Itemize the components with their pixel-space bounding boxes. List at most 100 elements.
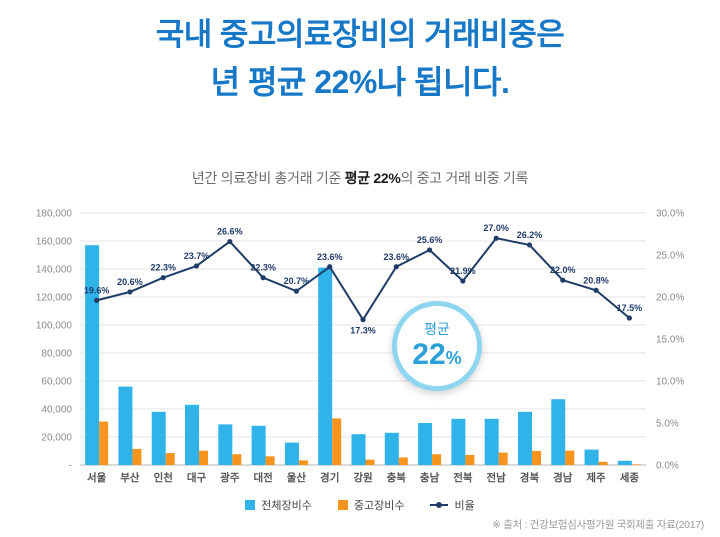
ratio-point: [293, 288, 300, 294]
ratio-point: [360, 317, 366, 323]
ratio-value-label: 26.6%: [217, 227, 243, 237]
bar-used: [132, 448, 142, 465]
bar-used: [265, 456, 275, 465]
left-axis-label: -: [69, 461, 72, 472]
left-axis-label: 40,000: [41, 405, 72, 416]
ratio-value-label: 22.0%: [550, 265, 576, 275]
ratio-value-label: 22.3%: [250, 263, 276, 273]
x-axis-label: 세종: [620, 471, 640, 484]
x-axis-label: 경북: [520, 471, 540, 484]
x-axis-label: 대구: [187, 471, 207, 484]
bar-total: [251, 425, 266, 465]
x-axis-label: 울산: [287, 471, 307, 484]
bar-total: [284, 442, 299, 465]
ratio-point: [393, 264, 399, 270]
ratio-line: [96, 237, 630, 321]
legend-label-used: 중고장비수: [353, 500, 405, 512]
average-badge: 평균 22%: [392, 301, 482, 391]
ratio-point: [94, 297, 100, 303]
x-axis-label: 대전: [253, 471, 272, 484]
x-axis-label: 제주: [586, 471, 606, 484]
ratio-point: [227, 238, 233, 245]
bar-used: [99, 421, 109, 465]
x-axis-label: 충남: [420, 471, 440, 484]
right-axis-label: 0.0%: [656, 461, 679, 472]
chart: - 20,000 40,000 60,000 80,000 100,000 120,000 1…: [18, 203, 702, 493]
ratio-point: [560, 277, 566, 283]
ratio-value-label: 17.3%: [350, 326, 376, 336]
bar-total: [617, 460, 632, 465]
ratio-value-label: 19.6%: [84, 285, 110, 295]
bar-used: [465, 454, 475, 465]
ratio-value-label: 25.6%: [417, 235, 443, 245]
bar-total: [484, 418, 499, 465]
chart-legend: 전체장비수 중고장비수 비율: [0, 497, 720, 513]
used-bar-swatch-icon: [337, 500, 348, 510]
legend-item-used: 중고장비수: [337, 497, 405, 513]
source-note: ※ 출처 : 건강보험심사평가원 국회제출 자료(2017): [492, 519, 704, 531]
ratio-point: [160, 275, 166, 281]
bar-total: [584, 449, 599, 465]
bar-used: [565, 450, 575, 465]
ratio-point: [327, 264, 333, 270]
bar-total: [151, 411, 166, 465]
legend-label-ratio: 비율: [454, 500, 475, 512]
subtitle-pre: 년간 의료장비 총거래 기준: [191, 170, 345, 186]
bar-total: [185, 404, 200, 465]
bar-total: [418, 423, 433, 465]
ratio-value-label: 17.5%: [617, 303, 643, 313]
badge-value: 22%: [412, 338, 461, 371]
x-axis-label: 인천: [154, 471, 173, 484]
x-axis-label: 강원: [353, 471, 372, 484]
bar-total: [451, 418, 466, 465]
x-axis-label: 전남: [487, 471, 507, 484]
ratio-value-label: 20.7%: [284, 276, 310, 286]
left-axis-label: 80,000: [41, 349, 72, 360]
ratio-value-label: 22.3%: [150, 263, 176, 273]
bar-total: [384, 432, 399, 465]
bar-used: [398, 457, 408, 465]
x-axis-label: 경남: [553, 471, 573, 484]
right-axis-label: 15.0%: [656, 335, 684, 346]
title-line-2: 년 평균 22%나 됩니다.: [0, 58, 720, 106]
ratio-value-label: 20.8%: [583, 275, 609, 285]
left-axis-label: 120,000: [36, 293, 73, 304]
bar-total: [517, 411, 532, 465]
bar-used: [365, 459, 375, 465]
bar-used: [332, 418, 342, 465]
left-axis-label: 100,000: [36, 321, 73, 332]
left-axis-label: 60,000: [41, 377, 72, 388]
bar-total: [85, 245, 100, 465]
bar-used: [199, 450, 209, 465]
bar-total: [351, 434, 366, 465]
ratio-value-label: 23.7%: [184, 251, 210, 261]
left-axis-label: 140,000: [36, 265, 73, 276]
x-axis-label: 충북: [387, 471, 407, 484]
bar-total: [551, 399, 566, 465]
bar-used: [432, 454, 442, 465]
bar-used: [598, 461, 608, 465]
title-line-1: 국내 중고의료장비의 거래비중은: [155, 17, 565, 52]
legend-item-ratio: 비율: [430, 497, 475, 513]
ratio-point: [426, 247, 433, 253]
total-bar-swatch-icon: [245, 500, 256, 510]
bar-used: [531, 451, 541, 465]
combo-chart-svg: - 20,000 40,000 60,000 80,000 100,000 120,000 1…: [36, 209, 685, 485]
x-axis-label: 광주: [220, 472, 240, 484]
main-title: 국내 중고의료장비의 거래비중은 년 평균 22%나 됩니다.: [0, 12, 720, 106]
ratio-point: [460, 278, 466, 284]
ratio-point: [526, 242, 533, 248]
x-axis-label: 경기: [320, 471, 339, 484]
badge-unit: %: [445, 347, 462, 368]
right-axis-label: 30.0%: [656, 209, 684, 220]
chart-subtitle: 년간 의료장비 총거래 기준 평균 22%의 중고 거래 비중 기록: [0, 168, 720, 188]
ratio-point: [127, 289, 133, 295]
x-axis-label: 부산: [120, 471, 140, 484]
ratio-point: [260, 275, 266, 281]
legend-item-total: 전체장비수: [245, 497, 312, 513]
bar-used: [165, 453, 175, 465]
bar-used: [298, 460, 308, 465]
left-axis-label: 180,000: [36, 209, 73, 220]
subtitle-highlight: 평균 22%: [344, 170, 401, 186]
